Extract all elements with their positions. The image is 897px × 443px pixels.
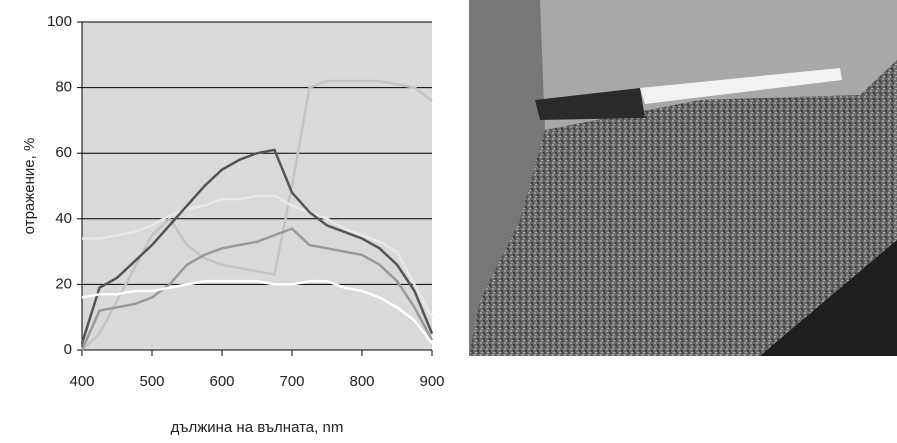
y-tick-label: 100 [47,13,72,30]
y-tick-label: 60 [55,144,72,161]
x-tick-label: 700 [279,373,304,390]
x-axis-label: дължина на вълната, nm [171,419,344,436]
figure: 0 20 40 60 80 100 400 500 600 700 800 900 отражение… [0,0,897,438]
plot-background [82,22,432,350]
y-tick-label: 0 [64,341,72,358]
x-tick-label: 800 [349,373,374,390]
y-tick-label: 20 [55,275,72,292]
x-tick-label: 600 [209,373,234,390]
y-tick-label: 40 [55,210,72,227]
y-axis-label: отражение, % [21,138,38,235]
x-tick-label: 500 [139,373,164,390]
y-tick-label: 80 [55,79,72,96]
chart: 0 20 40 60 80 100 400 500 600 700 800 900 [47,13,445,390]
x-tick-label: 400 [69,373,94,390]
x-tick-label: 900 [419,373,444,390]
photo [469,0,897,356]
